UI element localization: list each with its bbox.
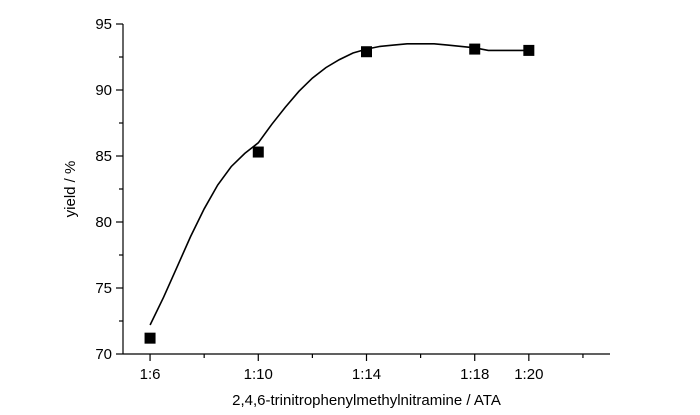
x-tick-label: 1:20 xyxy=(514,366,543,383)
y-tick-label: 75 xyxy=(95,280,112,297)
x-tick-label: 1:10 xyxy=(244,366,273,383)
y-axis-title: yield / % xyxy=(62,161,79,218)
y-tick-label: 90 xyxy=(95,82,112,99)
y-tick-label: 80 xyxy=(95,214,112,231)
y-tick-label: 70 xyxy=(95,346,112,363)
data-point xyxy=(144,332,156,344)
x-tick-label: 1:6 xyxy=(140,366,161,383)
y-tick-label: 85 xyxy=(95,148,112,165)
x-tick-label: 1:14 xyxy=(352,366,381,383)
data-point xyxy=(523,44,535,56)
y-axis: 70 75 80 85 90 95 xyxy=(95,16,124,363)
x-axis-title: 2,4,6-trinitrophenylmethylnitramine / AT… xyxy=(232,392,501,409)
fitted-curve xyxy=(149,43,529,326)
y-tick-label: 95 xyxy=(95,16,112,33)
data-point xyxy=(469,43,481,55)
data-point xyxy=(252,146,264,158)
x-tick-label: 1:18 xyxy=(460,366,489,383)
data-markers xyxy=(144,43,535,344)
x-axis: 1:6 1:10 1:14 1:18 1:20 xyxy=(123,353,610,383)
data-point xyxy=(361,46,372,58)
